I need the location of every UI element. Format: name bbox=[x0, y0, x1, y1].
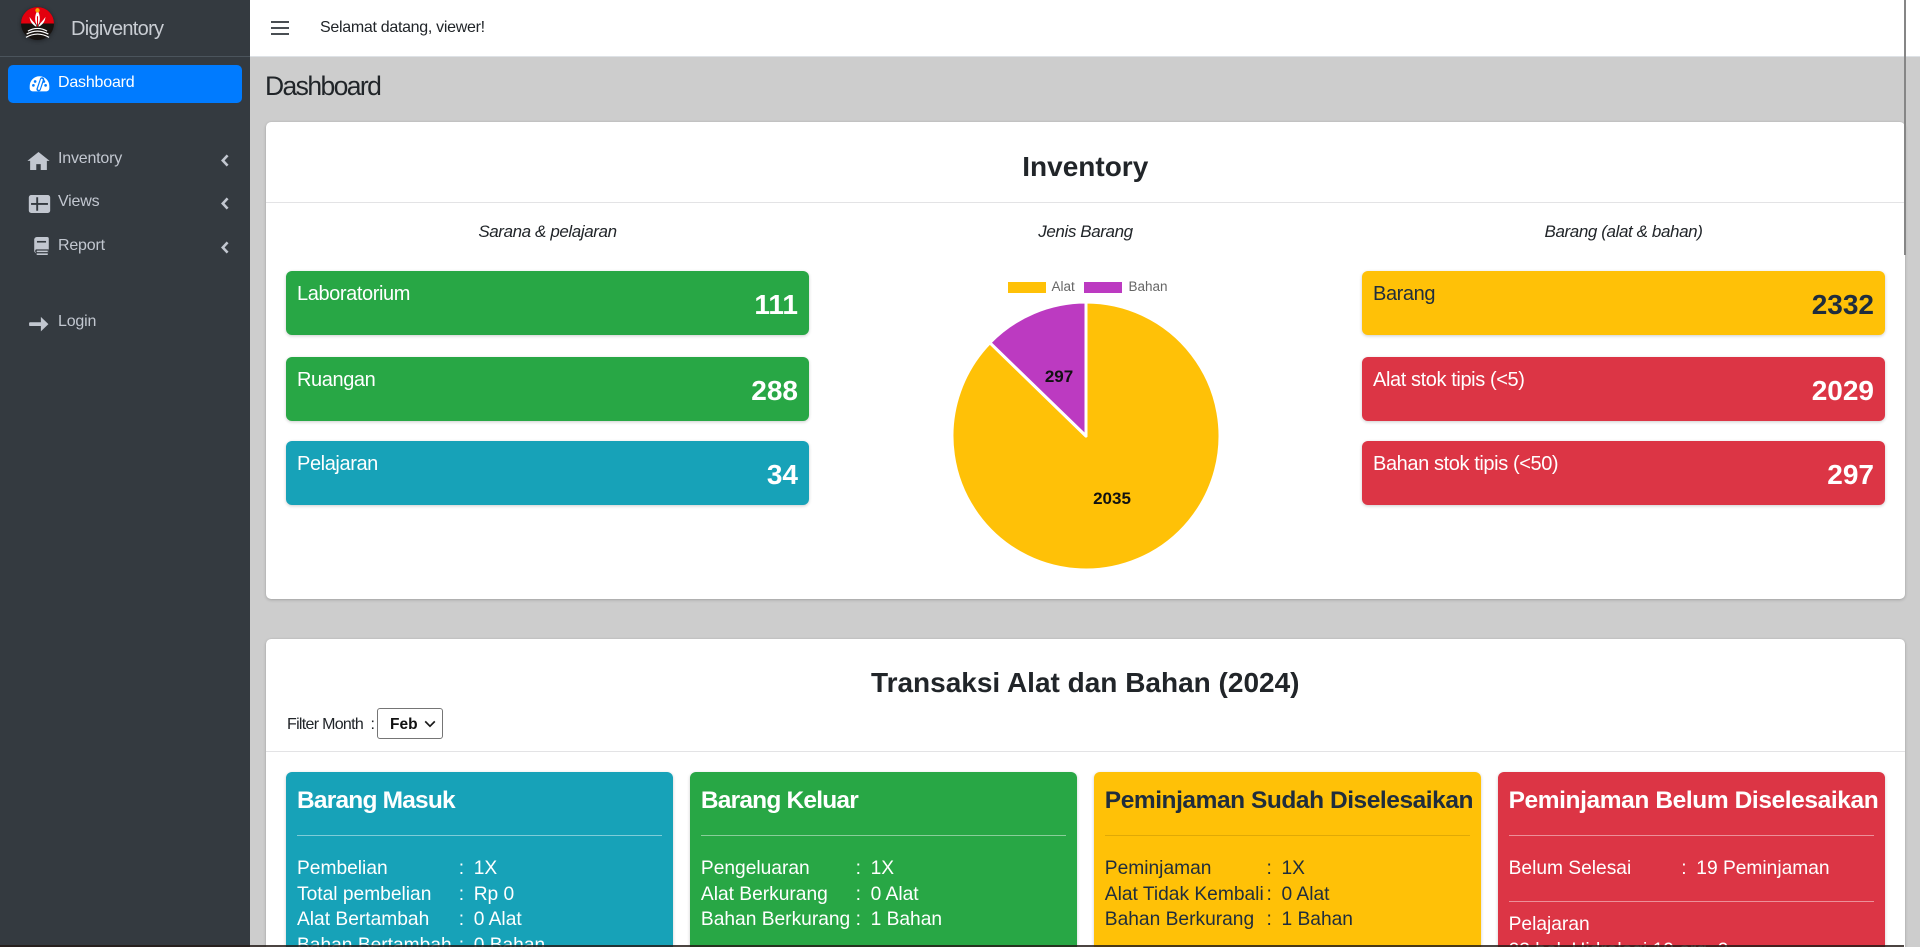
svg-text:2035: 2035 bbox=[1093, 489, 1131, 508]
svg-text:297: 297 bbox=[1044, 367, 1072, 386]
